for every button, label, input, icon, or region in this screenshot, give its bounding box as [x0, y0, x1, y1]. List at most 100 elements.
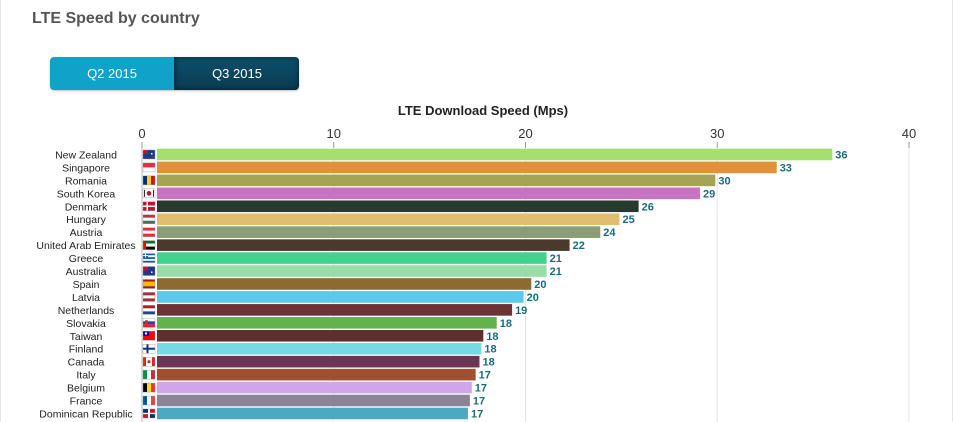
flag-dk-icon — [142, 201, 156, 211]
flag-border — [142, 149, 156, 160]
flag-border — [142, 331, 156, 341]
flag-stripe — [143, 324, 155, 328]
flag-kr-icon — [142, 188, 156, 199]
flag-stripe — [143, 311, 155, 315]
flag-do-icon — [142, 408, 156, 419]
category-label: Belgium — [67, 383, 105, 395]
data-label: 18 — [482, 357, 494, 369]
flag-border — [142, 253, 156, 263]
flag-border — [142, 227, 156, 237]
flag-stripe — [151, 271, 153, 274]
category-label: United Arab Emirates — [36, 240, 135, 252]
flag-stripe — [151, 370, 155, 380]
flag-stripe — [143, 318, 155, 322]
flag-border — [142, 382, 156, 393]
flag-stripe — [143, 396, 147, 406]
bar — [157, 161, 777, 174]
bar — [157, 355, 480, 368]
bar — [157, 381, 472, 394]
flag-stripe — [143, 298, 155, 302]
x-tick-label: 40 — [902, 126, 916, 141]
q3-2015-button[interactable]: Q3 2015 — [174, 57, 299, 90]
flag-stripe — [143, 283, 155, 287]
flag-border — [142, 292, 156, 302]
flag-stripe — [145, 320, 148, 326]
category-label: Netherlands — [58, 305, 115, 317]
flag-stripe — [143, 305, 155, 309]
flag-gr-icon — [142, 253, 156, 263]
data-label: 17 — [475, 383, 487, 395]
quarter-toggle[interactable]: Q2 2015 Q3 2015 — [50, 57, 299, 90]
chart-title: LTE Download Speed (Mps) — [398, 103, 568, 118]
category-label: Dominican Republic — [39, 408, 132, 420]
bar — [157, 239, 570, 251]
x-tick-label: 30 — [710, 126, 724, 141]
flag-stripe — [150, 408, 155, 413]
flag-nl-icon — [142, 305, 156, 315]
bar — [157, 213, 620, 226]
flag-stripe — [143, 260, 155, 263]
flag-stripe — [143, 357, 146, 367]
flag-at-icon — [142, 227, 156, 237]
flag-border — [142, 344, 156, 354]
data-label: 17 — [473, 396, 485, 408]
flag-stripe — [143, 175, 147, 185]
bar — [157, 394, 470, 407]
data-label: 26 — [642, 201, 654, 213]
data-label: 20 — [534, 279, 546, 291]
q2-2015-button[interactable]: Q2 2015 — [50, 57, 174, 90]
flag-stripe — [143, 205, 155, 208]
flag-stripe — [143, 240, 155, 244]
flag-border — [142, 162, 156, 173]
category-label: France — [70, 396, 103, 408]
flag-stripe — [151, 175, 155, 185]
category-label: Italy — [76, 370, 96, 382]
flag-leaf — [147, 360, 151, 364]
flag-stripe — [150, 414, 155, 418]
page-title: LTE Speed by country — [32, 10, 200, 27]
category-label: Canada — [68, 357, 105, 369]
data-label: 33 — [780, 162, 792, 174]
panel-border-left — [0, 0, 1, 422]
flag-stripe — [147, 175, 151, 185]
flag-be-icon — [142, 382, 156, 393]
flag-ro-icon — [142, 175, 156, 186]
flag-stripe — [143, 281, 155, 284]
x-tick-label: 0 — [138, 126, 145, 141]
flag-stripe — [143, 279, 155, 282]
data-label: 22 — [573, 240, 585, 252]
x-tick-label: 10 — [327, 126, 341, 141]
data-label: 25 — [622, 214, 634, 226]
data-label: 18 — [500, 318, 512, 330]
flag-au-icon — [142, 266, 156, 276]
bar — [157, 252, 547, 264]
flag-fr-icon — [142, 395, 156, 406]
bar — [157, 148, 833, 161]
flag-stripe — [151, 152, 153, 155]
data-label: 29 — [703, 188, 715, 200]
flag-stripe — [143, 255, 148, 257]
flag-stripe — [143, 246, 155, 250]
flag-stripe — [143, 370, 147, 380]
bar — [157, 407, 468, 420]
flag-stripe — [143, 292, 155, 296]
category-label: Taiwan — [70, 331, 103, 343]
flag-stripe — [147, 383, 151, 393]
flag-nz-icon — [142, 149, 156, 160]
bar — [157, 226, 601, 238]
bar — [157, 304, 513, 316]
flag-border — [142, 214, 156, 224]
bar — [157, 342, 482, 355]
category-label: Hungary — [66, 214, 106, 226]
flag-border — [142, 305, 156, 315]
flag-stripe — [143, 266, 148, 271]
flag-stripe — [143, 408, 148, 413]
bar — [157, 278, 532, 290]
flag-stripe — [143, 347, 155, 350]
flag-stripe — [143, 230, 155, 234]
data-label: 20 — [527, 292, 539, 304]
bar — [157, 317, 497, 329]
flag-stripe — [143, 266, 155, 276]
flag-border — [142, 266, 156, 276]
flag-border — [142, 318, 156, 328]
